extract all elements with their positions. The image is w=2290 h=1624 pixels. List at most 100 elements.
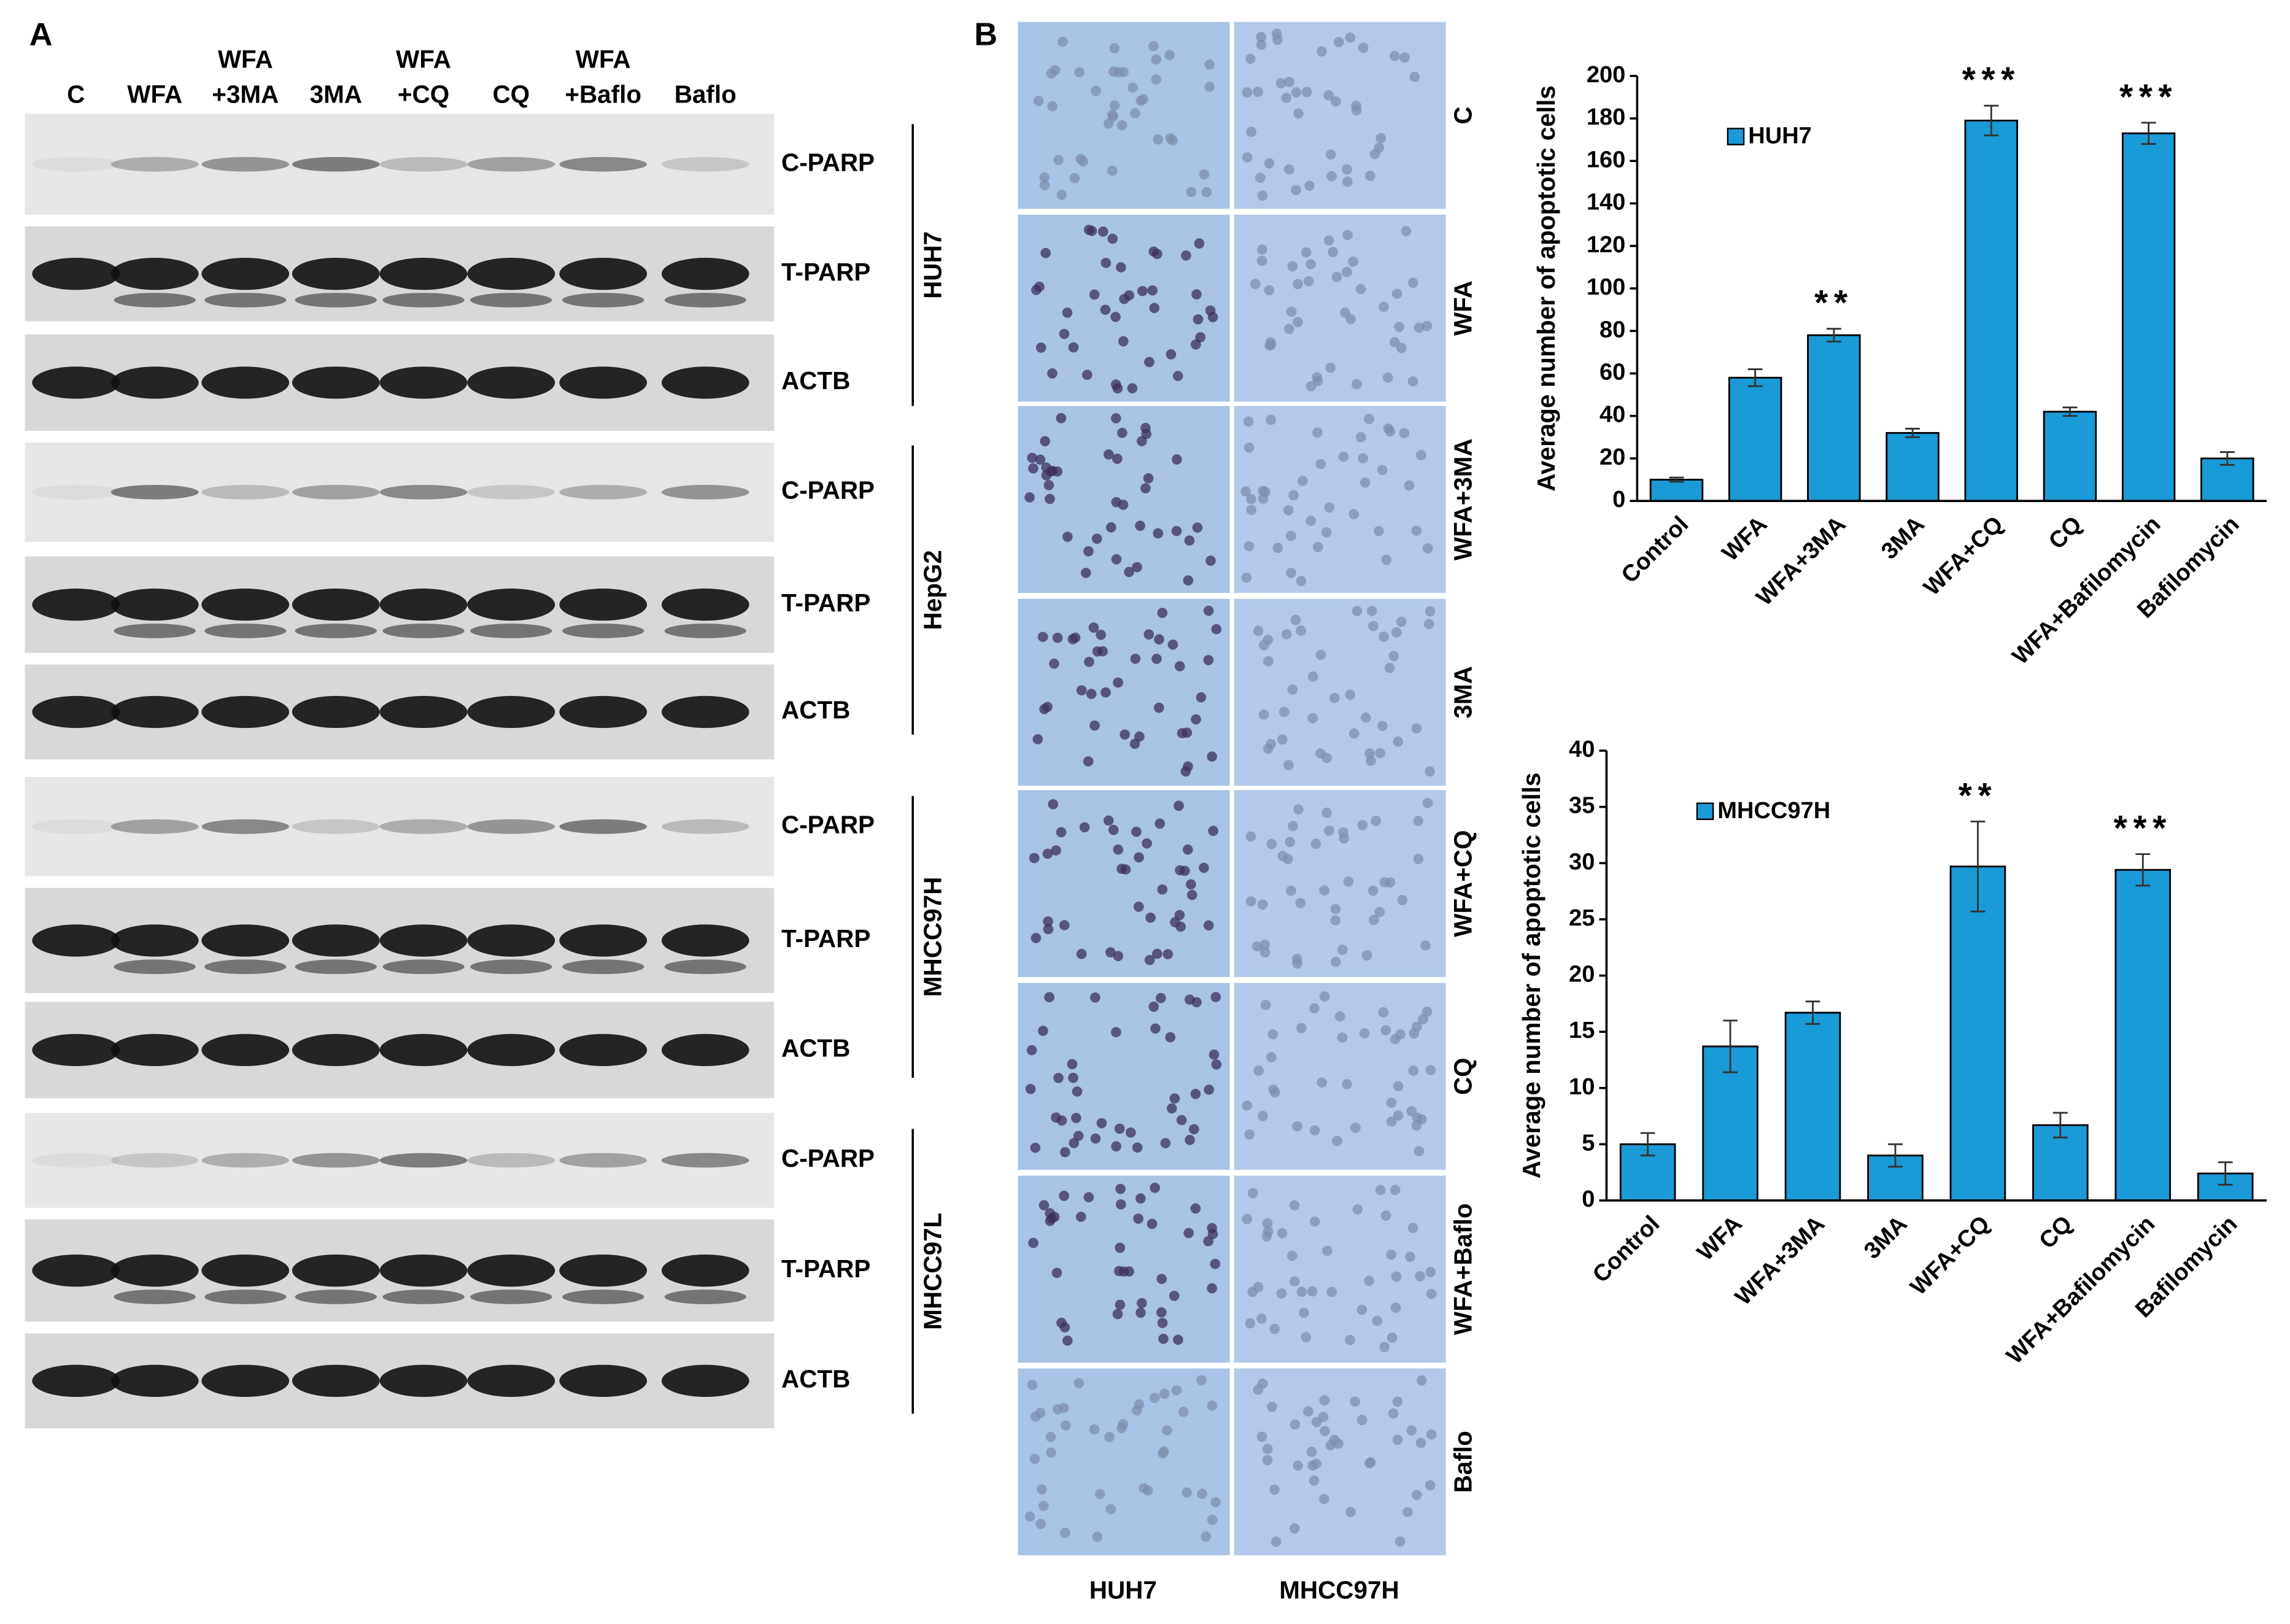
error-bar	[2219, 451, 2235, 466]
cell	[1390, 50, 1400, 61]
cell	[1143, 473, 1154, 484]
cell	[1390, 1302, 1401, 1313]
blot-band	[470, 959, 552, 975]
cell	[1263, 1444, 1273, 1455]
cell	[1425, 1267, 1436, 1277]
y-tick-label: 160	[1587, 147, 1626, 172]
cell	[1109, 100, 1120, 111]
cell	[1367, 885, 1379, 896]
bar	[2043, 411, 2097, 502]
cell	[1374, 142, 1385, 153]
cell	[1350, 1396, 1361, 1407]
cell	[1089, 1424, 1100, 1435]
cell	[1319, 1494, 1329, 1504]
cell	[1289, 1523, 1300, 1534]
cell	[1203, 1236, 1213, 1247]
cell	[1351, 105, 1362, 116]
blot-band	[661, 695, 749, 729]
cell	[1379, 877, 1390, 887]
cell	[1382, 372, 1393, 383]
cell	[1049, 1212, 1060, 1223]
micrograph	[1234, 1175, 1446, 1363]
blot-band	[292, 1034, 380, 1067]
blot-band	[562, 624, 644, 638]
cell	[1105, 1504, 1116, 1515]
cell	[1377, 721, 1388, 732]
cell	[1352, 1204, 1363, 1215]
blot-band	[32, 257, 120, 290]
cell	[1059, 1322, 1070, 1332]
cell	[1027, 452, 1037, 463]
cell	[1422, 320, 1433, 331]
row-label: WFA+3MA	[1449, 438, 1477, 560]
cell	[1426, 1288, 1437, 1299]
cell	[1089, 289, 1100, 300]
blot-band	[110, 1364, 199, 1397]
blot-band	[292, 157, 380, 172]
cell	[1290, 1276, 1300, 1287]
bar	[1649, 479, 1704, 502]
x-tick-label: WFA+CQ	[1919, 511, 2008, 601]
blot-band	[110, 484, 199, 500]
cell	[1326, 171, 1337, 182]
cell	[1258, 710, 1269, 720]
cell	[1062, 307, 1073, 318]
blot-band	[467, 1153, 555, 1168]
cell	[1413, 816, 1424, 826]
cell	[1270, 1087, 1280, 1098]
cell	[1040, 436, 1050, 447]
error-bar	[2062, 406, 2078, 417]
cell	[1425, 1065, 1436, 1075]
cell	[1415, 1271, 1426, 1282]
cell	[1246, 505, 1257, 516]
blot-band	[382, 624, 465, 638]
bar	[1728, 376, 1782, 502]
cell	[1317, 46, 1327, 57]
cell	[1068, 1072, 1078, 1083]
cell	[1345, 1507, 1356, 1517]
cell	[1332, 1135, 1342, 1146]
cell	[1303, 1406, 1313, 1417]
cell	[1210, 1259, 1221, 1269]
cell	[1258, 1111, 1268, 1121]
cell	[1256, 1313, 1267, 1324]
cell	[1393, 1110, 1404, 1121]
cell	[1257, 190, 1268, 201]
cell	[1092, 1531, 1103, 1542]
cell	[1262, 1218, 1273, 1229]
blot-row-label: T-PARP	[781, 924, 870, 953]
cell	[1153, 134, 1163, 145]
cell	[1058, 1402, 1069, 1413]
cell	[1425, 606, 1436, 617]
cell	[1293, 804, 1304, 815]
blot-row-label: ACTB	[781, 366, 850, 395]
cell	[1413, 854, 1424, 864]
blot-band	[559, 819, 648, 834]
cell	[1293, 108, 1304, 119]
cell	[1414, 1146, 1425, 1156]
blot-band	[201, 695, 290, 729]
cell	[1174, 800, 1184, 811]
bar	[2114, 868, 2172, 1202]
cell	[1245, 896, 1256, 907]
cell	[1283, 505, 1294, 516]
cell	[1184, 535, 1195, 546]
blot-band	[32, 1153, 120, 1168]
cell	[1245, 1318, 1256, 1329]
cell	[1240, 486, 1251, 497]
error-bar	[2141, 122, 2156, 145]
x-tick-label: 3MA	[1859, 1211, 1913, 1264]
cell	[1345, 689, 1356, 700]
cell	[1287, 261, 1298, 272]
cell	[1253, 625, 1264, 636]
cell	[1107, 233, 1118, 244]
cell	[1133, 1213, 1143, 1224]
cell	[1420, 940, 1431, 951]
cell	[1297, 476, 1308, 486]
cell	[1337, 1032, 1348, 1043]
cell	[1269, 1484, 1280, 1495]
cell	[1083, 546, 1094, 557]
cell	[1183, 761, 1193, 772]
cell	[1321, 527, 1332, 538]
blot-band	[470, 293, 552, 307]
